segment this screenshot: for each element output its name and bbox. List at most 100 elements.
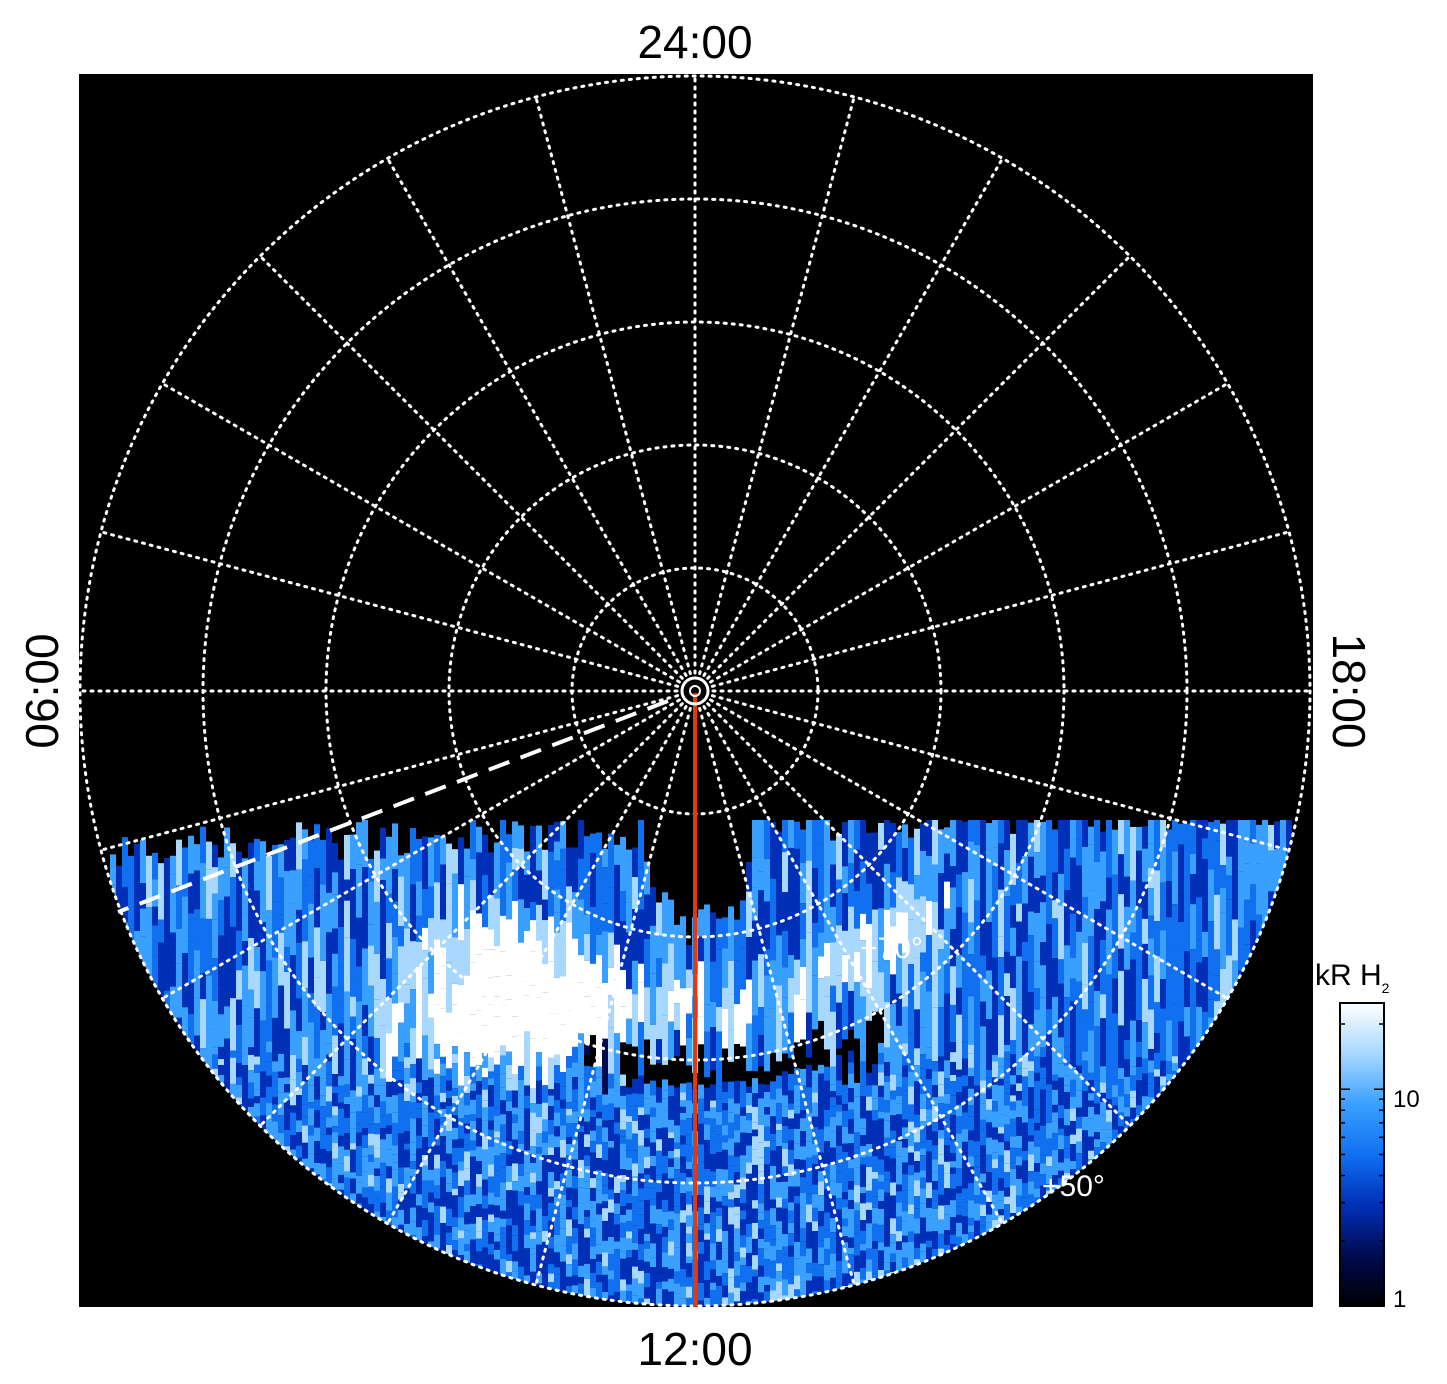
emission-pixel bbox=[878, 880, 884, 909]
emission-pixel bbox=[536, 1116, 542, 1134]
emission-pixel bbox=[974, 933, 980, 970]
emission-pixel bbox=[746, 937, 752, 980]
emission-pixel bbox=[746, 1252, 752, 1267]
emission-pixel bbox=[518, 981, 524, 1036]
emission-pixel bbox=[518, 1035, 524, 1066]
emission-pixel bbox=[752, 1015, 758, 1072]
emission-pixel bbox=[992, 1194, 998, 1203]
emission-pixel bbox=[1004, 1204, 1010, 1222]
emission-pixel bbox=[590, 1178, 596, 1188]
emission-pixel bbox=[470, 1099, 476, 1115]
emission-pixel bbox=[440, 1144, 446, 1162]
emission-pixel bbox=[638, 1228, 644, 1245]
emission-pixel bbox=[644, 1187, 650, 1201]
emission-pixel bbox=[1064, 945, 1070, 998]
emission-pixel bbox=[812, 1078, 818, 1093]
emission-pixel bbox=[722, 1248, 728, 1262]
emission-pixel bbox=[818, 1111, 824, 1130]
emission-pixel bbox=[1028, 1181, 1034, 1195]
emission-pixel bbox=[602, 1172, 608, 1186]
emission-pixel bbox=[290, 1135, 296, 1150]
emission-pixel bbox=[1088, 1106, 1094, 1119]
emission-pixel bbox=[512, 1107, 518, 1115]
emission-pixel bbox=[302, 859, 308, 886]
emission-pixel bbox=[1070, 1134, 1076, 1145]
emission-pixel bbox=[686, 1233, 692, 1243]
emission-pixel bbox=[314, 868, 320, 896]
emission-pixel bbox=[746, 1133, 752, 1146]
emission-pixel bbox=[644, 1083, 650, 1099]
emission-pixel bbox=[860, 1187, 866, 1194]
emission-pixel bbox=[656, 1175, 662, 1192]
emission-pixel bbox=[854, 849, 860, 892]
emission-pixel bbox=[896, 993, 902, 1026]
emission-pixel bbox=[602, 1038, 608, 1095]
emission-pixel bbox=[980, 1026, 986, 1081]
emission-pixel bbox=[536, 1231, 542, 1245]
emission-pixel bbox=[638, 909, 644, 964]
emission-pixel bbox=[920, 1170, 926, 1178]
emission-pixel bbox=[944, 993, 950, 1032]
emission-pixel bbox=[152, 852, 158, 880]
emission-pixel bbox=[560, 1139, 566, 1158]
emission-pixel bbox=[728, 906, 734, 961]
emission-pixel bbox=[842, 893, 848, 931]
emission-pixel bbox=[944, 1230, 950, 1245]
emission-pixel bbox=[830, 840, 836, 865]
emission-pixel bbox=[350, 1039, 356, 1091]
emission-pixel bbox=[404, 1057, 410, 1069]
emission-pixel bbox=[638, 1130, 644, 1146]
emission-pixel bbox=[1100, 1092, 1106, 1103]
emission-pixel bbox=[212, 1047, 218, 1055]
emission-pixel bbox=[662, 963, 668, 1016]
emission-pixel bbox=[452, 1180, 458, 1189]
emission-pixel bbox=[584, 836, 590, 893]
emission-pixel bbox=[1016, 921, 1022, 957]
emission-pixel bbox=[524, 1234, 530, 1249]
emission-pixel bbox=[446, 883, 452, 909]
emission-pixel bbox=[614, 1161, 620, 1177]
emission-pixel bbox=[584, 960, 590, 997]
emission-pixel bbox=[938, 1007, 944, 1057]
emission-pixel bbox=[542, 1177, 548, 1192]
emission-pixel bbox=[452, 873, 458, 907]
emission-pixel bbox=[752, 1200, 758, 1209]
emission-pixel bbox=[908, 1183, 914, 1191]
emission-pixel bbox=[1070, 978, 1076, 1002]
emission-pixel bbox=[716, 1098, 722, 1112]
emission-pixel bbox=[1052, 918, 1058, 959]
emission-pixel bbox=[458, 1147, 464, 1162]
emission-pixel bbox=[146, 1307, 152, 1321]
emission-pixel bbox=[1016, 1156, 1022, 1166]
emission-pixel bbox=[326, 1021, 332, 1044]
emission-pixel bbox=[476, 1049, 482, 1065]
emission-pixel bbox=[638, 1075, 644, 1094]
emission-pixel bbox=[428, 952, 434, 994]
emission-pixel bbox=[506, 975, 512, 1000]
emission-pixel bbox=[800, 1256, 806, 1266]
emission-pixel bbox=[440, 1092, 446, 1103]
emission-pixel bbox=[812, 868, 818, 923]
emission-pixel bbox=[338, 1183, 344, 1190]
emission-pixel bbox=[806, 1012, 812, 1058]
emission-pixel bbox=[1094, 1026, 1100, 1081]
emission-pixel bbox=[500, 1258, 506, 1268]
emission-pixel bbox=[386, 1178, 392, 1193]
emission-pixel bbox=[680, 1193, 686, 1211]
emission-pixel bbox=[860, 1157, 866, 1165]
emission-pixel bbox=[1184, 897, 1190, 952]
emission-pixel bbox=[1106, 994, 1112, 1028]
emission-pixel bbox=[980, 1204, 986, 1217]
emission-pixel bbox=[1040, 1089, 1046, 1102]
emission-pixel bbox=[734, 1287, 740, 1302]
emission-pixel bbox=[1148, 820, 1154, 844]
emission-pixel bbox=[560, 848, 566, 870]
emission-pixel bbox=[500, 1246, 506, 1259]
emission-pixel bbox=[230, 926, 236, 963]
emission-pixel bbox=[350, 1090, 356, 1103]
emission-pixel bbox=[836, 1133, 842, 1146]
emission-pixel bbox=[608, 1147, 614, 1158]
emission-pixel bbox=[266, 1041, 272, 1053]
emission-pixel bbox=[332, 1126, 338, 1133]
emission-pixel bbox=[530, 1162, 536, 1173]
